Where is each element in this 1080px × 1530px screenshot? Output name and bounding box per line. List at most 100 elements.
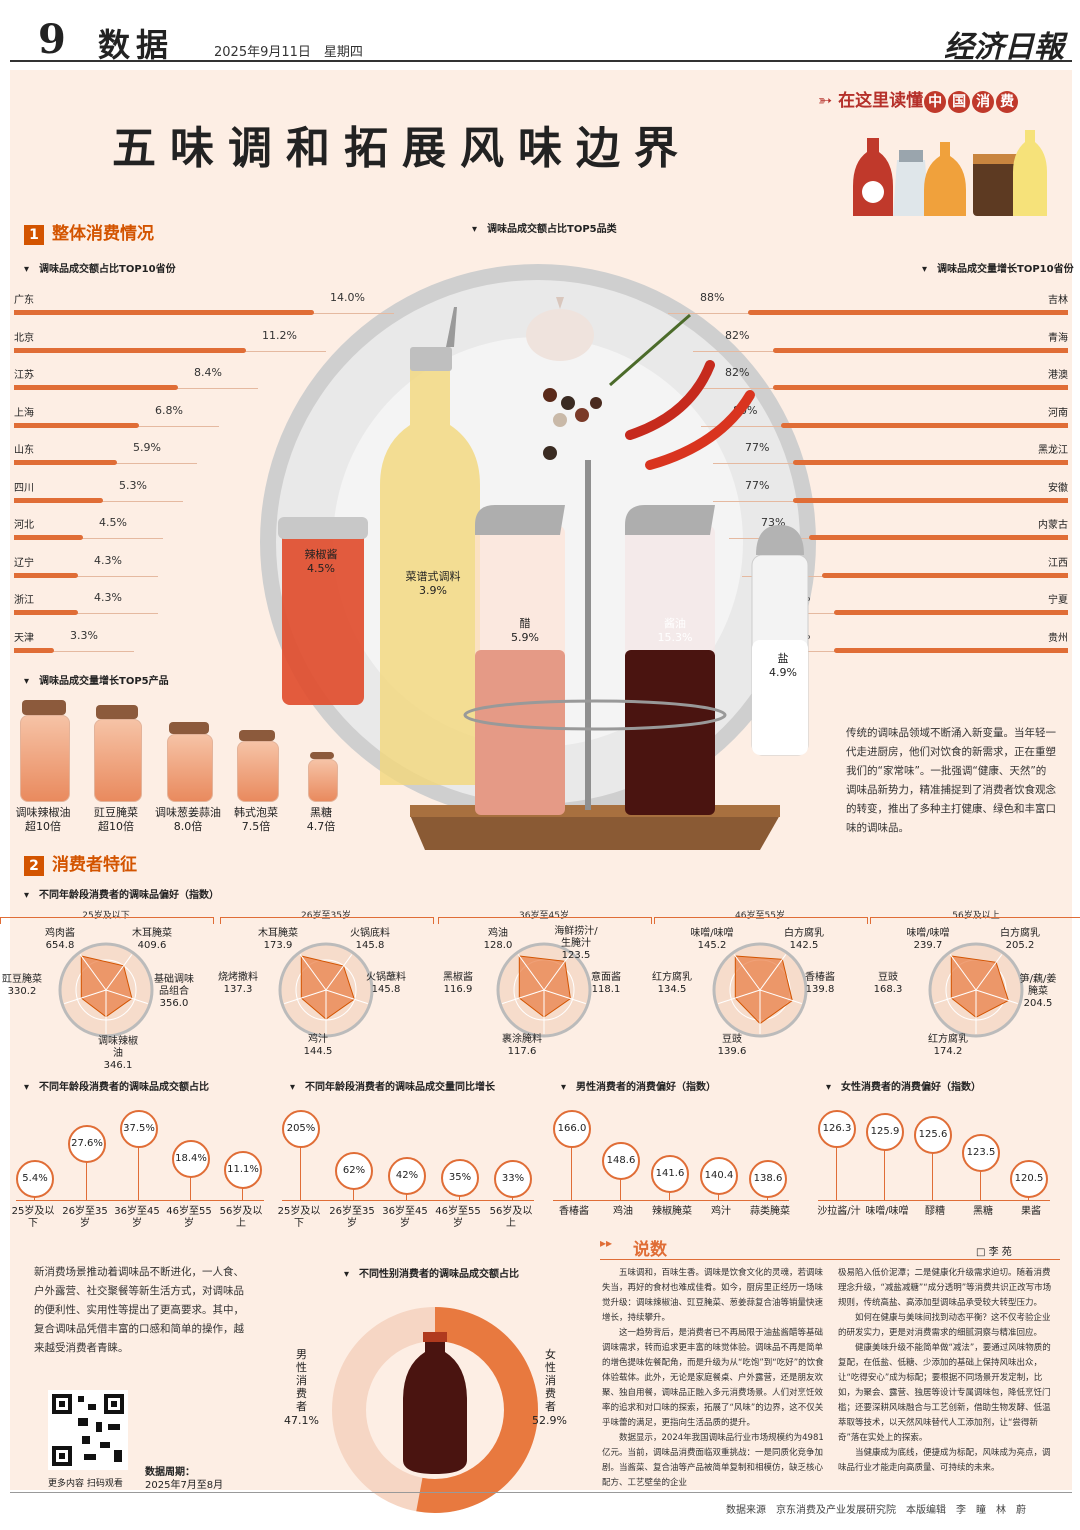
province-label: 河北	[14, 520, 34, 531]
product-label: 调味葱姜蒜油 8.0倍	[143, 806, 233, 834]
product-value: 7.5倍	[241, 820, 271, 833]
jar-body	[237, 741, 279, 802]
share-bar	[14, 497, 103, 503]
growth-bar	[793, 460, 1068, 465]
product-value: 超10倍	[98, 820, 134, 833]
bubble-chart-title-text: 不同年龄段消费者的调味品成交额占比	[39, 1082, 210, 1093]
radar-label: 味噌/味噌 239.7	[906, 928, 950, 952]
radar-axis	[517, 954, 545, 991]
category-soy-sauce: 酱油 15.3%	[657, 617, 693, 644]
radar-label-value: 145.8	[371, 984, 401, 995]
bubble-value: 138.6	[749, 1160, 787, 1198]
bubble-value: 125.9	[866, 1113, 904, 1151]
male-label: 男性消费者	[296, 1348, 307, 1413]
radar-label-name: 黑椒酱	[443, 972, 473, 983]
radar-axis	[543, 954, 571, 991]
radar-label: 木耳腌菜 409.6	[130, 928, 174, 952]
condiment-bottles-illustration	[853, 130, 1047, 216]
radar-label-value: 174.2	[933, 1046, 963, 1057]
radar-label-name: 裹涂腌料	[502, 1034, 542, 1045]
radar-label-value: 145.8	[355, 940, 385, 951]
radar-label-value: 144.5	[303, 1046, 333, 1057]
province-label: 北京	[14, 332, 34, 344]
bubble-label: 25岁及以下	[11, 1206, 55, 1229]
period-label: 数据周期：	[145, 1467, 195, 1478]
radar-label-value: 173.9	[263, 940, 293, 951]
radar-bracket	[438, 917, 652, 924]
radar-label-name: 烧烤撒料	[218, 972, 258, 983]
bubble-stem	[353, 1188, 354, 1200]
province-label: 江西	[1048, 557, 1068, 569]
radar-label-name: 鸡油	[488, 928, 508, 939]
radar-label-name: 豇豆腌菜	[2, 974, 42, 985]
share-bar	[14, 647, 54, 653]
bubble-stem	[836, 1146, 837, 1200]
bubble-chart-title-text: 女性消费者的消费偏好（指数）	[841, 1082, 982, 1093]
arrow-icon: ➳	[818, 91, 833, 111]
radar-label: 意面酱 118.1	[584, 972, 628, 996]
radar-label: 火锅底料 145.8	[348, 928, 392, 952]
share-bar	[14, 572, 78, 578]
bubble-value: 205%	[282, 1110, 320, 1148]
banner-char: 消	[972, 91, 995, 113]
province-label: 河南	[1048, 407, 1068, 419]
growth-bar	[809, 535, 1068, 540]
growth-bar	[822, 572, 1068, 578]
radar-axis	[759, 954, 787, 991]
radar-axis	[105, 989, 149, 1005]
bubble-stem	[767, 1196, 768, 1200]
jar-lid	[96, 705, 138, 719]
growth-value: 82%	[725, 328, 750, 342]
bubble-value: 37.5%	[120, 1110, 158, 1148]
growth-value: 82%	[725, 366, 750, 379]
radar-axis	[325, 989, 369, 1005]
section1-title: 1 整体消费情况	[24, 219, 154, 245]
section-number: 2	[24, 856, 44, 876]
province-label: 贵州	[1048, 632, 1068, 644]
bubble-label: 26岁至35岁	[329, 1206, 375, 1229]
province-label: 浙江	[14, 595, 34, 606]
radar-area	[734, 955, 793, 1025]
radar-label-name: 意面酱	[591, 972, 621, 983]
radar-axis	[105, 954, 133, 991]
qr-code[interactable]	[48, 1390, 128, 1470]
radar-label-name: 木耳腌菜	[258, 928, 298, 939]
growth-value: 88%	[700, 291, 725, 304]
radar-label-value: 118.1	[591, 984, 621, 995]
gender-chart-title: ▾ 不同性别消费者的调味品成交额占比	[344, 1269, 520, 1280]
commentary-paragraph: 健康美味升级不能简单做“减法”，要通过风味物质的复配，在低盐、低糖、少添加的基础…	[838, 1343, 1051, 1443]
radar-bracket	[870, 917, 1080, 924]
bubble-value: 11.1%	[224, 1151, 262, 1189]
province-label: 黑龙江	[1038, 445, 1068, 456]
radar-label: 豆豉 139.6	[710, 1034, 754, 1058]
bubble-chart-title: ▾ 女性消费者的消费偏好（指数）	[826, 1078, 981, 1093]
bubble-stem	[620, 1178, 621, 1200]
bubble-label: 36岁至45岁	[382, 1206, 428, 1229]
radar-label: 鸡肉酱 654.8	[38, 928, 82, 952]
commentary-rule	[600, 1259, 1060, 1260]
radar-label: 火锅蘸料 145.8	[364, 972, 408, 996]
bubble-chart-title: ▾ 不同年龄段消费者的调味品成交额占比	[24, 1078, 209, 1093]
product-value: 超10倍	[25, 820, 61, 833]
jar-body	[167, 734, 213, 802]
share-bar	[14, 310, 314, 315]
bubble-chart-title-text: 男性消费者的消费偏好（指数）	[576, 1082, 717, 1093]
row-rule	[14, 575, 158, 577]
radar-label: 豆豉 168.3	[866, 972, 910, 996]
bubble-label: 56岁及以上	[219, 1206, 263, 1229]
bubble-chart-title: ▾ 不同年龄段消费者的调味品成交量同比增长	[290, 1078, 495, 1093]
banner-char: 费	[996, 91, 1019, 113]
caret-icon: ▾	[826, 1082, 842, 1093]
radar-bracket	[0, 917, 214, 924]
growth-value: 77%	[745, 441, 770, 454]
commentary-paragraph: 如何在健康与美味间找到动态平衡？这不仅考验企业的研发实力，更是对消费需求的细腻洞…	[838, 1313, 1051, 1338]
bubble-axis	[818, 1200, 1050, 1201]
radar-label-name: 红方腐乳	[928, 1034, 968, 1045]
section-title-text: 整体消费情况	[52, 224, 154, 244]
product-name: 豇豆腌菜	[94, 806, 138, 819]
radar-bracket	[654, 917, 868, 924]
commentary-marker-icon: ▸▸	[600, 1236, 613, 1250]
radar-label-name: 白方腐乳	[1000, 928, 1040, 939]
share-value: 4.3%	[94, 591, 122, 604]
product-label: 豇豆腌菜 超10倍	[71, 806, 161, 834]
